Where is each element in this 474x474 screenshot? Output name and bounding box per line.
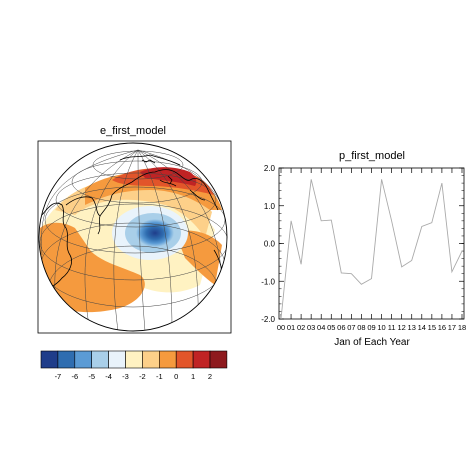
anomaly-fill-orange-west: [40, 222, 145, 313]
x-tick-label: 18: [458, 323, 466, 332]
y-tick-label: 2.0: [264, 164, 276, 173]
colorbar-box: [209, 350, 228, 369]
y-tick-label: 0.0: [264, 240, 276, 249]
colorbar-box: [159, 350, 177, 369]
y-tick-label: -1.0: [261, 277, 275, 286]
colorbar-label: -1: [156, 372, 163, 381]
colorbar-box: [142, 350, 160, 369]
x-tick-label: 00: [277, 323, 285, 332]
y-tick-label: -2.0: [261, 315, 275, 324]
x-axis: 00 01 02 03 04 05 06 07 08 09 10 11 12 13 14 15 16 17 18: [277, 168, 466, 332]
colorbar-box: [91, 350, 109, 369]
colorbar-box: [74, 350, 93, 369]
x-tick-label: 07: [347, 323, 355, 332]
x-tick-label: 16: [438, 323, 446, 332]
colorbar-box: [57, 350, 76, 369]
x-tick-label: 11: [388, 323, 396, 332]
series-line: [280, 179, 463, 320]
colorbar-label: -5: [88, 372, 95, 381]
anomaly-center-low: [136, 219, 174, 247]
x-tick-label: 04: [317, 323, 325, 332]
x-tick-label: 09: [367, 323, 375, 332]
colorbar-box: [125, 350, 143, 369]
colorbar: -7 -6 -5 -4 -3 -2 -1 0 1 2: [40, 350, 228, 381]
x-tick-label: 17: [448, 323, 456, 332]
x-tick-label: 14: [418, 323, 426, 332]
colorbar-label: 0: [174, 372, 178, 381]
map-panel: e_first_model: [37, 125, 232, 381]
x-tick-label: 08: [357, 323, 365, 332]
x-tick-label: 10: [377, 323, 385, 332]
colorbar-label: -7: [55, 372, 62, 381]
line-panel: p_first_model -2.0 -1.0 0.0 1.0 2.0 00 01 02 03…: [261, 150, 466, 348]
colorbar-label: -4: [105, 372, 112, 381]
x-tick-label: 02: [297, 323, 305, 332]
x-tick-label: 13: [408, 323, 416, 332]
globe-outline: [38, 142, 228, 332]
x-tick-label: 06: [337, 323, 345, 332]
colorbar-label: -3: [122, 372, 129, 381]
colorbar-label: -6: [71, 372, 78, 381]
colorbar-box: [192, 350, 211, 369]
colorbar-label: -2: [139, 372, 146, 381]
coastlines: [41, 154, 223, 319]
x-tick-label: 03: [307, 323, 315, 332]
globe: [38, 142, 228, 332]
map-title: e_first_model: [100, 125, 166, 137]
line-title: p_first_model: [339, 150, 405, 162]
colorbar-label: 1: [191, 372, 195, 381]
x-axis-label: Jan of Each Year: [334, 337, 410, 348]
y-tick-label: 1.0: [264, 202, 276, 211]
colorbar-box: [40, 350, 59, 369]
colorbar-box: [108, 350, 126, 369]
x-tick-label: 05: [327, 323, 335, 332]
x-tick-label: 01: [287, 323, 295, 332]
x-tick-label: 15: [428, 323, 436, 332]
colorbar-label: 2: [208, 372, 212, 381]
x-tick-label: 12: [397, 323, 405, 332]
colorbar-box: [175, 350, 194, 369]
line-plot-frame: [278, 167, 465, 320]
